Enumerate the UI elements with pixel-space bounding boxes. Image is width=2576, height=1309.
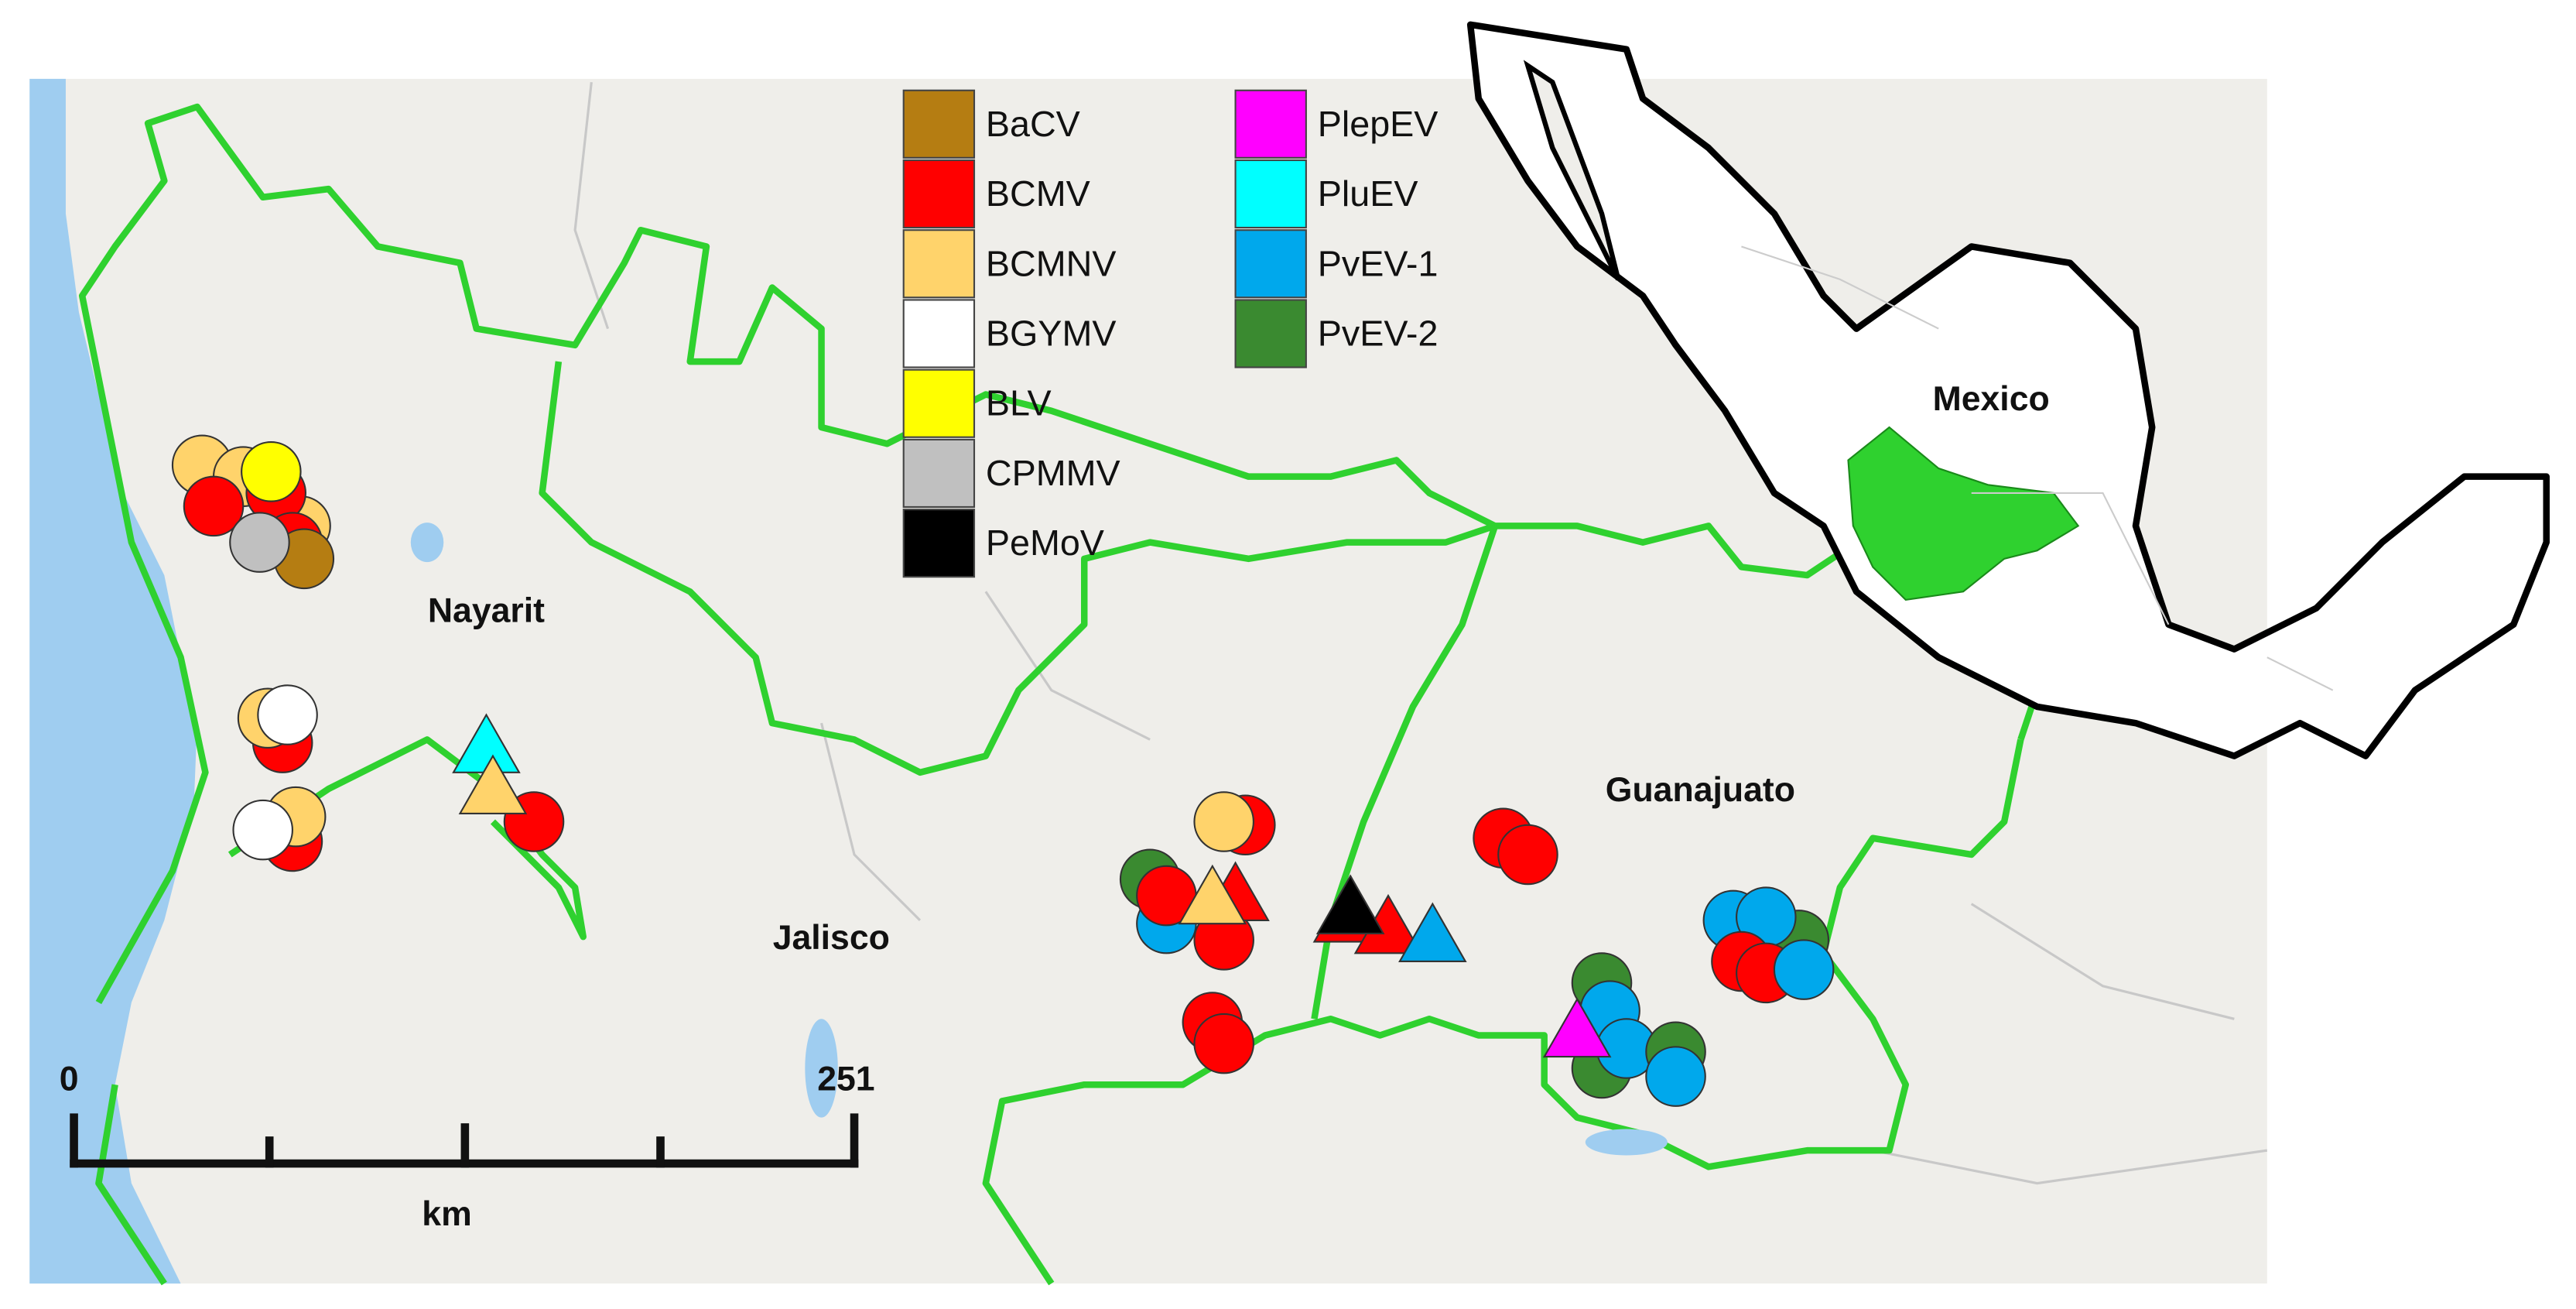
legend-swatch — [902, 229, 976, 299]
virus-marker — [1542, 997, 1612, 1058]
ocean — [29, 78, 197, 1284]
legend-swatch — [1234, 159, 1307, 229]
lakes — [410, 523, 1668, 1156]
virus-marker — [1497, 824, 1558, 886]
legend-swatch — [902, 299, 976, 368]
markers — [171, 434, 1835, 1107]
place-label: Jalisco — [773, 919, 890, 957]
scale-unit: km — [422, 1195, 471, 1233]
virus-marker — [241, 441, 302, 502]
mexico-inset — [1466, 21, 2550, 759]
legend-label: BaCV — [986, 104, 1080, 144]
legend-swatch — [1234, 89, 1307, 159]
legend-swatch — [902, 368, 976, 438]
virus-marker — [232, 799, 294, 861]
virus-marker — [1315, 874, 1385, 934]
virus-marker — [458, 754, 528, 814]
minor-borders — [573, 81, 2268, 1185]
scale-label: 0 — [60, 1061, 79, 1098]
virus-marker — [1193, 1013, 1254, 1074]
legend-swatch — [902, 89, 976, 159]
legend-label: BLV — [986, 383, 1052, 423]
legend: BaCV BCMV BCMNV BGYMV BLV CPMMV PeMoV PlepEV Plu… — [902, 89, 1439, 578]
legend-swatch — [902, 159, 976, 229]
virus-marker — [1773, 939, 1835, 1000]
legend-swatch — [902, 438, 976, 509]
legend-label: BCMNV — [986, 243, 1117, 283]
legend-label: PluEV — [1318, 173, 1418, 214]
virus-marker — [1645, 1046, 1706, 1107]
basemap — [29, 78, 2267, 1284]
legend-swatch — [902, 509, 976, 578]
legend-label: PvEV-1 — [1318, 243, 1439, 283]
legend-label: PvEV-2 — [1318, 314, 1439, 354]
scale-bar — [70, 1113, 859, 1168]
place-label: Guanajuato — [1606, 771, 1795, 809]
place-label: Nayarit — [428, 592, 545, 630]
scale-label: 251 — [817, 1061, 874, 1098]
virus-marker — [229, 512, 290, 573]
legend-label: PlepEV — [1318, 104, 1439, 144]
place-label: Mexico — [1933, 380, 2050, 418]
virus-marker — [257, 684, 318, 745]
legend-label: BCMV — [986, 173, 1090, 214]
virus-marker — [1178, 864, 1247, 925]
virus-marker — [1193, 791, 1254, 852]
virus-marker — [183, 475, 245, 537]
legend-swatch — [1234, 229, 1307, 299]
virus-marker — [1398, 902, 1467, 963]
legend-label: PeMoV — [986, 523, 1104, 563]
legend-label: CPMMV — [986, 453, 1120, 493]
legend-swatch — [1234, 299, 1307, 368]
legend-label: BGYMV — [986, 314, 1117, 354]
